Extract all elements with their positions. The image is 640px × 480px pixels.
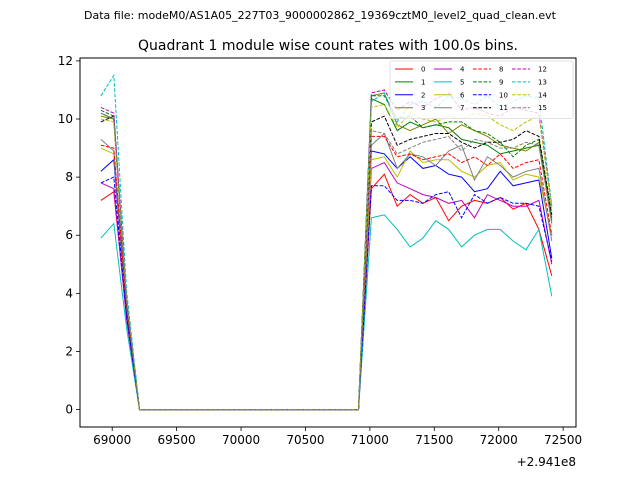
x-tick-label: 71000 (351, 433, 389, 447)
y-tick-label: 2 (65, 344, 73, 358)
y-tick-label: 10 (58, 112, 73, 126)
chart-title: Quadrant 1 module wise count rates with … (138, 38, 518, 54)
series-line-0 (100, 173, 553, 411)
series-line-10 (100, 176, 553, 411)
x-tick-label: 72500 (544, 433, 582, 447)
y-tick-label: 8 (65, 170, 73, 184)
x-tick-label: 69500 (158, 433, 196, 447)
series-line-2 (100, 150, 553, 411)
legend-frame (389, 60, 574, 119)
legend-label: 11 (499, 104, 508, 112)
series-line-4 (100, 161, 553, 411)
x-tick-label: 71500 (415, 433, 453, 447)
series-line-13 (100, 73, 553, 411)
x-offset-label: +2.941e8 (517, 455, 576, 469)
series-line-14 (100, 103, 553, 411)
plot-area (100, 73, 553, 411)
y-tick-label: 4 (65, 286, 73, 300)
series-line-5 (100, 214, 553, 411)
x-tick-label: 70000 (222, 433, 260, 447)
series-line-6 (100, 147, 553, 411)
legend-label: 12 (538, 66, 547, 74)
legend-label: 15 (538, 104, 547, 112)
suptitle: Data file: modeM0/AS1A05_227T03_90000028… (84, 9, 557, 22)
legend-label: 3 (421, 104, 425, 112)
y-axis: 0 2 4 6 8 10 12 (58, 54, 80, 417)
y-tick-label: 12 (58, 54, 73, 68)
x-axis: 69000 69500 70000 70500 71000 71500 72000 72500 (93, 427, 582, 447)
legend-label: 2 (421, 91, 425, 99)
legend-label: 1 (421, 78, 425, 86)
series-line-12 (100, 89, 553, 411)
legend-label: 6 (460, 91, 465, 99)
series-line-7 (100, 132, 553, 411)
x-tick-label: 69000 (93, 433, 131, 447)
legend-label: 7 (460, 104, 464, 112)
series-line-11 (100, 115, 553, 411)
legend-label: 0 (421, 66, 425, 74)
axes-frame (79, 57, 577, 428)
legend-label: 10 (499, 91, 508, 99)
series-line-3 (100, 92, 553, 411)
series-line-9 (100, 95, 553, 411)
series-line-15 (100, 112, 553, 411)
y-tick-label: 0 (65, 403, 73, 417)
legend-label: 4 (460, 66, 465, 74)
legend-label: 5 (460, 78, 464, 86)
legend-label: 14 (538, 91, 547, 99)
legend-label: 8 (499, 66, 503, 74)
x-tick-label: 70500 (286, 433, 324, 447)
legend-label: 9 (499, 78, 503, 86)
x-tick-label: 72000 (480, 433, 518, 447)
series-line-8 (100, 135, 553, 411)
y-tick-label: 6 (65, 228, 73, 242)
series-line-1 (100, 97, 553, 411)
legend-label: 13 (538, 78, 547, 86)
